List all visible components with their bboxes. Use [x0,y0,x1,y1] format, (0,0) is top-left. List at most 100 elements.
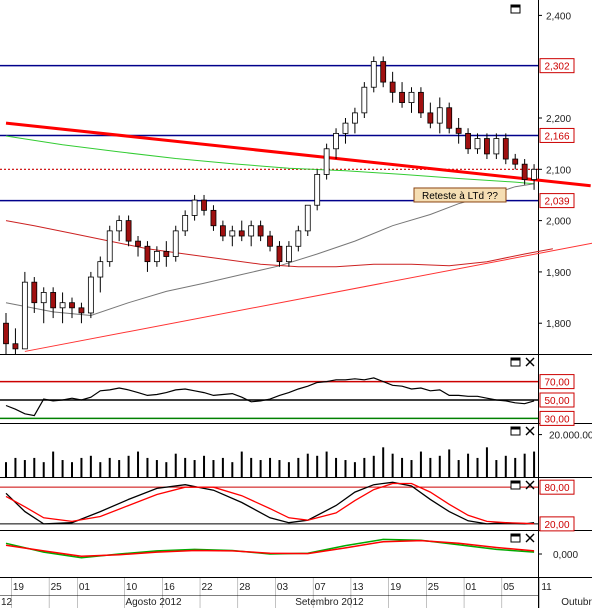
x-tick-label: 13 [352,582,364,593]
candle [455,118,462,144]
candle-body-up [361,86,368,114]
candle [69,297,75,319]
candle-body-down [399,91,405,104]
candle-body-up [333,132,339,150]
candle-body-down [512,158,519,165]
candle-body-down [3,322,9,345]
candle [333,128,339,160]
candle-body-down [267,235,273,247]
trendline [5,121,591,188]
candle [78,302,85,324]
x-tick-label: 07 [315,582,327,593]
moving-average-green [5,135,535,185]
candle-body-down [521,163,528,180]
maximize-icon[interactable] [510,426,521,436]
candle-body-up [182,215,189,232]
close-icon-stroke [525,533,535,543]
x-month-label: Agosto 2012 [125,597,182,608]
x-tick-label: 25 [428,582,440,593]
y-tick-label: 1,800 [546,319,571,330]
oscillator-level-label: 30,00 [544,414,569,425]
candle [380,56,387,88]
maximize-icon[interactable] [510,4,521,14]
close-icon[interactable] [525,533,535,543]
x-tick-label: 19 [390,582,402,593]
volume-panel: 20.000.000 [5,431,592,477]
y-tick-label: 2,000 [546,217,571,228]
level-tag [539,127,575,143]
candle [210,205,217,231]
close-icon[interactable] [525,426,535,436]
maximize-icon[interactable] [510,533,521,543]
candle-body-down [465,132,471,150]
level-label: 2,039 [544,197,569,208]
candle-body-down [163,250,170,257]
x-tick-label: 25 [51,582,63,593]
x-tick-label: 10 [126,582,138,593]
candle [50,287,57,319]
candle [3,312,9,354]
candle-body-up [191,199,198,216]
candle [257,220,264,242]
candle-body-up [531,168,537,180]
close-icon-stroke [525,480,535,490]
x-month-label: 12 [1,597,13,608]
candle-body-up [370,61,377,88]
macd-line [5,539,535,558]
candle-body-up [21,281,28,350]
candle [446,102,453,134]
close-icon[interactable] [525,357,535,367]
candle [87,271,94,319]
candle-body-down [238,230,245,237]
candle-body-down [380,61,387,83]
candle [352,107,358,134]
candle [295,225,302,252]
candle [40,287,47,324]
close-icon-stroke [525,357,535,367]
candle [521,159,528,185]
maximize-icon[interactable] [510,480,521,490]
stochastic-level-label: 20,00 [544,520,569,531]
candle-body-up [97,261,104,278]
stochastic-panel: 80,00 20,00 [0,479,575,532]
annotation-box [413,187,507,203]
oscillator-level-label: 50,00 [544,396,569,407]
candle [125,215,132,247]
level-tag [539,410,575,426]
candle [370,56,377,93]
stochastic-line [5,482,535,525]
x-tick-label: 05 [503,582,515,593]
candle-body-up [304,204,311,232]
maximize-icon[interactable] [510,357,521,367]
panel-icons[interactable] [510,4,535,543]
candle [191,194,198,221]
level-tag [539,193,575,209]
oscillator-line [5,377,535,417]
close-icon[interactable] [525,480,535,490]
x-month-label: Setembro 2012 [295,597,364,608]
candle [116,215,123,242]
candle-body-down [219,225,226,237]
candle-body-up [153,250,160,263]
candle-body-down [201,199,207,211]
x-month-label: Outubro 2012 [561,597,592,608]
price-panel: 2,400 2,200 2,100 2,000 1,900 1,800 2,302 2,166… [0,11,592,354]
candle [323,143,330,180]
candle [493,133,500,160]
candle-body-up [314,174,321,206]
close-icon-stroke [525,426,535,436]
x-tick-label: 19 [13,582,25,593]
level-tag [539,479,575,495]
candle [314,169,321,211]
candle-body-down [31,281,38,304]
candle [31,277,38,313]
candle [436,97,443,134]
candle-body-down [484,138,490,155]
candle [502,133,509,165]
candle-body-down [12,343,19,350]
candle [153,246,160,267]
candle [21,271,28,350]
trendline [24,242,592,352]
candle-body-up [295,230,302,247]
y-tick-label: 1,900 [546,268,571,279]
